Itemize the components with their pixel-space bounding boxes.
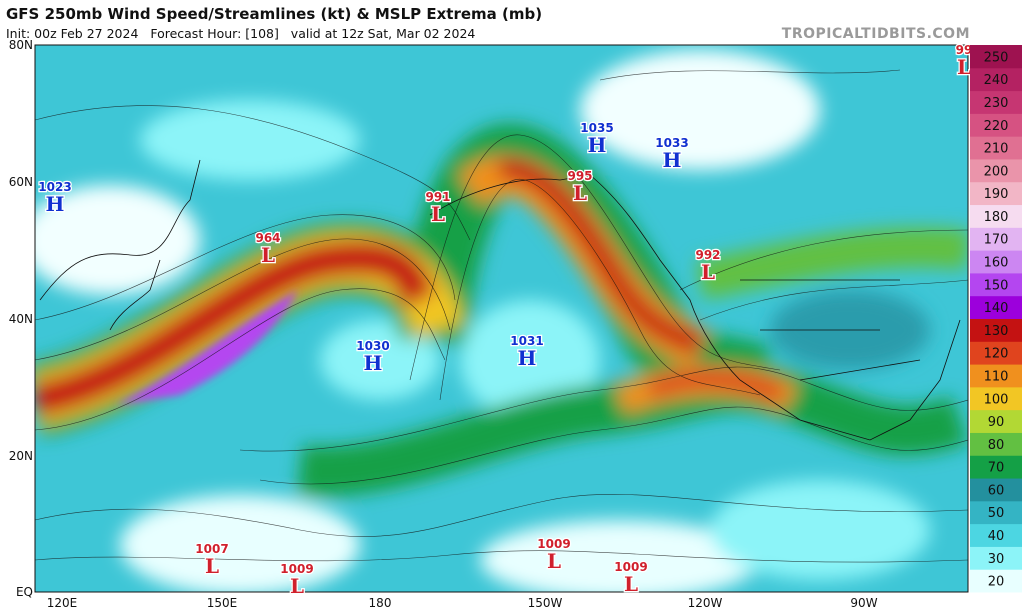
pressure-center: L	[547, 549, 561, 573]
colorbar-label: 200	[984, 164, 1009, 179]
pressure-value: 1031	[510, 334, 543, 348]
colorbar-label: 100	[984, 392, 1009, 407]
colorbar-swatch	[970, 546, 1022, 570]
pressure-value: 1009	[614, 560, 647, 574]
colorbar-label: 40	[988, 529, 1005, 544]
pressure-center: H	[518, 346, 537, 370]
colorbar-label: 110	[984, 369, 1009, 384]
colorbar-swatch	[970, 318, 1022, 342]
pressure-center: H	[364, 351, 383, 375]
colorbar-swatch	[970, 432, 1022, 456]
lat-label: EQ	[16, 585, 33, 599]
colorbar-swatch	[970, 250, 1022, 274]
title: GFS 250mb Wind Speed/Streamlines (kt) & …	[6, 5, 542, 23]
colorbar-label: 190	[984, 187, 1009, 202]
lon-label: 120W	[688, 596, 723, 610]
pressure-center: L	[205, 554, 219, 578]
colorbar-label: 80	[988, 438, 1005, 453]
map-frame	[34, 44, 969, 593]
colorbar-swatch	[970, 409, 1022, 433]
wind-field	[35, 50, 968, 592]
jet-core	[115, 290, 298, 405]
colorbar-label: 160	[984, 256, 1009, 271]
pressure-center: L	[261, 243, 275, 267]
pressure-center: H	[46, 192, 65, 216]
pressure-value: 1007	[195, 542, 228, 556]
colorbar-label: 20	[988, 575, 1005, 590]
pressure-center: H	[588, 133, 607, 157]
colorbar-swatch	[970, 295, 1022, 319]
pressure-value: 991	[425, 190, 450, 204]
colorbar-label: 120	[984, 347, 1009, 362]
colorbar-swatch	[970, 67, 1022, 92]
colorbar-swatch	[970, 204, 1022, 228]
colorbar-swatch	[970, 364, 1022, 388]
pressure-value: 964	[255, 231, 280, 245]
lon-label: 90W	[850, 596, 877, 610]
colorbar-swatch	[970, 136, 1022, 160]
pressure-center: L	[957, 55, 971, 79]
streamlines	[35, 69, 968, 563]
pressure-value: 1023	[38, 180, 71, 194]
colorbar-label: 150	[984, 278, 1009, 293]
coastlines	[39, 159, 961, 441]
colorbar-label: 60	[988, 483, 1005, 498]
colorbar-label: 210	[984, 142, 1009, 157]
pressure-value: 992	[695, 248, 720, 262]
colorbar-swatch	[970, 478, 1022, 502]
watermark: TROPICALTIDBITS.COM	[782, 26, 970, 42]
pressure-value: 1035	[580, 121, 613, 135]
colorbar-label: 90	[988, 415, 1005, 430]
lat-label: 20N	[9, 449, 33, 463]
colorbar-swatch	[970, 386, 1022, 411]
pressure-value: 1033	[655, 136, 688, 150]
lon-label: 150E	[207, 596, 238, 610]
pressure-center: H	[663, 148, 682, 172]
colorbar-label: 250	[984, 50, 1009, 65]
colorbar-swatch	[970, 45, 1022, 69]
colorbar-label: 70	[988, 461, 1005, 476]
colorbar-swatch	[970, 500, 1022, 525]
colorbar-label: 30	[988, 552, 1005, 567]
pressure-value: 99	[956, 43, 973, 57]
subtitle: Init: 00z Feb 27 2024 Forecast Hour: [10…	[6, 26, 475, 41]
pressure-center: L	[701, 260, 715, 284]
pressure-value: 1009	[280, 562, 313, 576]
colorbar-swatch	[970, 90, 1022, 114]
pressure-value: 1009	[537, 537, 570, 551]
lat-label: 80N	[9, 38, 33, 52]
colorbar-label: 230	[984, 96, 1009, 111]
colorbar-swatch	[970, 227, 1022, 251]
colorbar-label: 170	[984, 233, 1009, 248]
pressure-value: 995	[567, 169, 592, 183]
pressure-value: 1030	[356, 339, 389, 353]
colorbar-swatch	[970, 158, 1022, 183]
colorbar-swatch	[970, 455, 1022, 479]
lat-label: 60N	[9, 175, 33, 189]
colorbar-label: 240	[984, 73, 1009, 88]
colorbar-swatch	[970, 341, 1022, 365]
colorbar-swatch	[970, 113, 1022, 137]
colorbar-swatch	[970, 523, 1022, 547]
map-area	[35, 45, 968, 592]
pressure-center: L	[431, 202, 445, 226]
lat-label: 40N	[9, 312, 33, 326]
colorbar-swatch	[970, 181, 1022, 206]
colorbar-swatch	[970, 272, 1022, 297]
pressure-center: L	[573, 181, 587, 205]
lon-label: 120E	[47, 596, 78, 610]
lon-label: 150W	[528, 596, 563, 610]
colorbar-label: 180	[984, 210, 1009, 225]
colorbar-swatch	[970, 569, 1022, 593]
lon-label: 180	[369, 596, 392, 610]
colorbar-label: 140	[984, 301, 1009, 316]
colorbar-label: 220	[984, 119, 1009, 134]
colorbar-label: 50	[988, 506, 1005, 521]
pressure-center: L	[290, 574, 304, 598]
colorbar-label: 130	[984, 324, 1009, 339]
pressure-center: L	[624, 572, 638, 596]
